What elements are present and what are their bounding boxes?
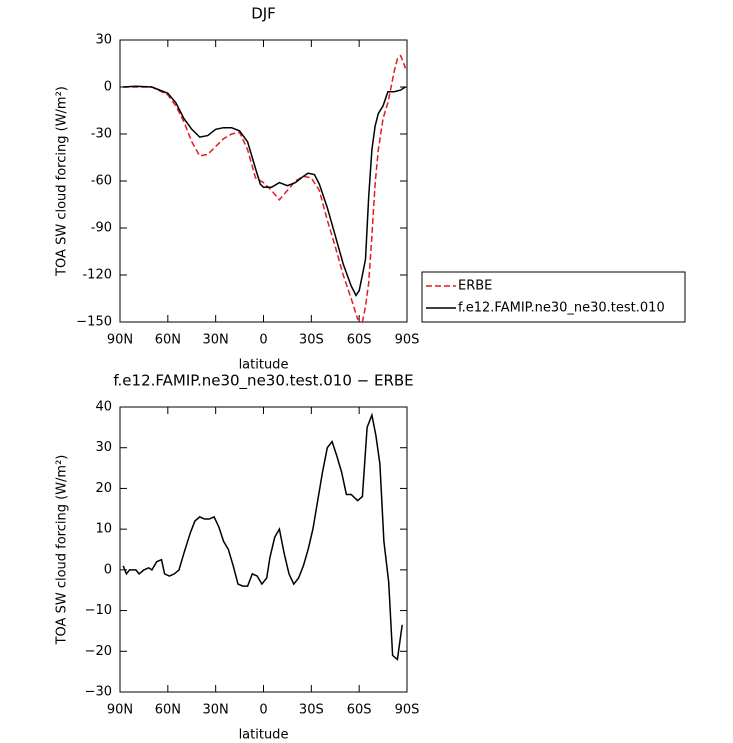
y-tick-label: 30: [95, 33, 112, 48]
legend-label: f.e12.FAMIP.ne30_ne30.test.010: [458, 301, 665, 316]
legend-label: ERBE: [458, 279, 492, 294]
y-tick-label: -60: [91, 174, 112, 189]
y-tick-label: 30: [95, 440, 112, 455]
plot-frame: [119, 39, 408, 323]
y-tick-label: −20: [85, 644, 112, 659]
y-axis-label: TOA SW cloud forcing (W/m²): [55, 455, 70, 646]
series-line: [122, 412, 403, 661]
y-tick-label: −10: [85, 603, 112, 618]
y-tick-label: 20: [95, 481, 112, 496]
x-tick-label: 90N: [107, 333, 133, 348]
y-tick-label: -90: [91, 221, 112, 236]
x-tick-label: 30N: [203, 333, 229, 348]
x-tick-label: 30S: [299, 703, 324, 718]
x-tick-label: 90S: [395, 333, 420, 348]
x-axis-label: latitude: [239, 358, 289, 373]
chart-title: DJF: [251, 5, 276, 23]
x-axis-label: latitude: [239, 728, 289, 743]
x-tick-label: 60S: [347, 333, 372, 348]
x-tick-label: 30N: [203, 703, 229, 718]
y-tick-label: 40: [95, 400, 112, 415]
series-line: [123, 85, 406, 297]
x-tick-label: 60N: [155, 333, 181, 348]
x-tick-label: 0: [259, 333, 267, 348]
x-tick-label: 60N: [155, 703, 181, 718]
y-tick-label: -120: [82, 268, 112, 283]
y-tick-label: 0: [104, 562, 112, 577]
x-tick-label: 60S: [347, 703, 372, 718]
y-tick-label: −150: [76, 315, 112, 330]
x-tick-label: 30S: [299, 333, 324, 348]
series-line: [123, 54, 407, 324]
y-tick-label: -30: [91, 127, 112, 142]
x-tick-label: 90N: [107, 703, 133, 718]
y-tick-label: 10: [95, 522, 112, 537]
x-tick-label: 0: [259, 703, 267, 718]
chart-title: f.e12.FAMIP.ne30_ne30.test.010 − ERBE: [113, 372, 413, 391]
y-axis-label: TOA SW cloud forcing (W/m²): [55, 86, 70, 277]
y-tick-label: −30: [85, 685, 112, 700]
y-tick-label: 0: [104, 80, 112, 95]
plot-frame: [119, 406, 408, 693]
x-tick-label: 90S: [395, 703, 420, 718]
legend-box: [421, 271, 686, 323]
